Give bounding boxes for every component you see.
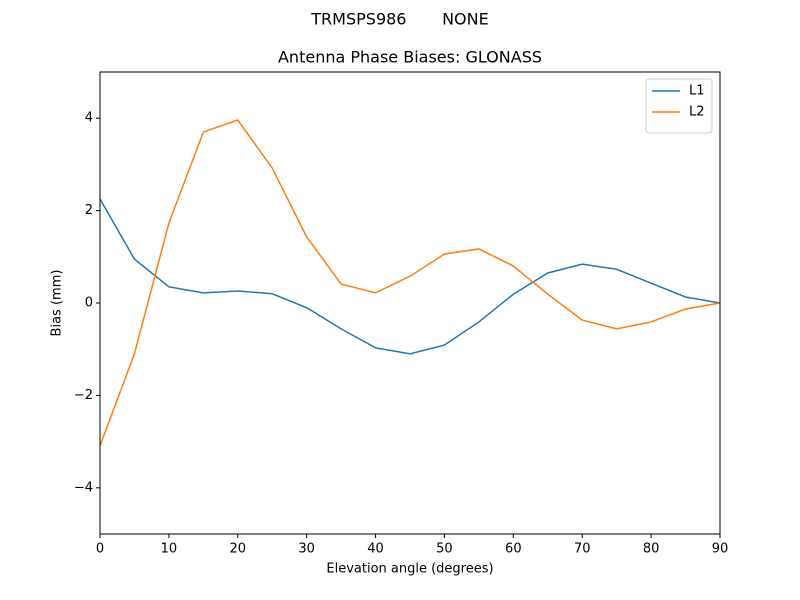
plot-frame xyxy=(99,71,721,535)
line-series xyxy=(100,119,720,447)
x-tick-label: 90 xyxy=(712,542,729,557)
x-tick-label: 80 xyxy=(643,542,660,557)
y-tick-label: 2 xyxy=(85,203,93,218)
x-tick-label: 30 xyxy=(298,542,315,557)
x-axis-label: Elevation angle (degrees) xyxy=(326,562,493,577)
legend-box xyxy=(645,78,713,134)
x-tick-label: 40 xyxy=(367,542,384,557)
y-tick-label: −4 xyxy=(74,480,93,495)
x-tick-label: 0 xyxy=(96,542,104,557)
legend-label: L2 xyxy=(689,105,705,120)
y-tick-label: 4 xyxy=(85,111,93,126)
y-tick-label: 0 xyxy=(85,296,93,311)
line-series xyxy=(100,198,720,355)
x-tick-label: 70 xyxy=(574,542,591,557)
y-axis-label: Bias (mm) xyxy=(50,270,65,337)
chart-title: Antenna Phase Biases: GLONASS xyxy=(278,48,542,67)
x-tick-label: 60 xyxy=(505,542,522,557)
x-tick-label: 20 xyxy=(230,542,247,557)
legend-label: L1 xyxy=(689,84,705,99)
suptitle: TRMSPS986 NONE xyxy=(310,10,488,29)
x-tick-label: 50 xyxy=(436,542,453,557)
y-tick-label: −2 xyxy=(74,388,93,403)
x-tick-label: 10 xyxy=(161,542,178,557)
